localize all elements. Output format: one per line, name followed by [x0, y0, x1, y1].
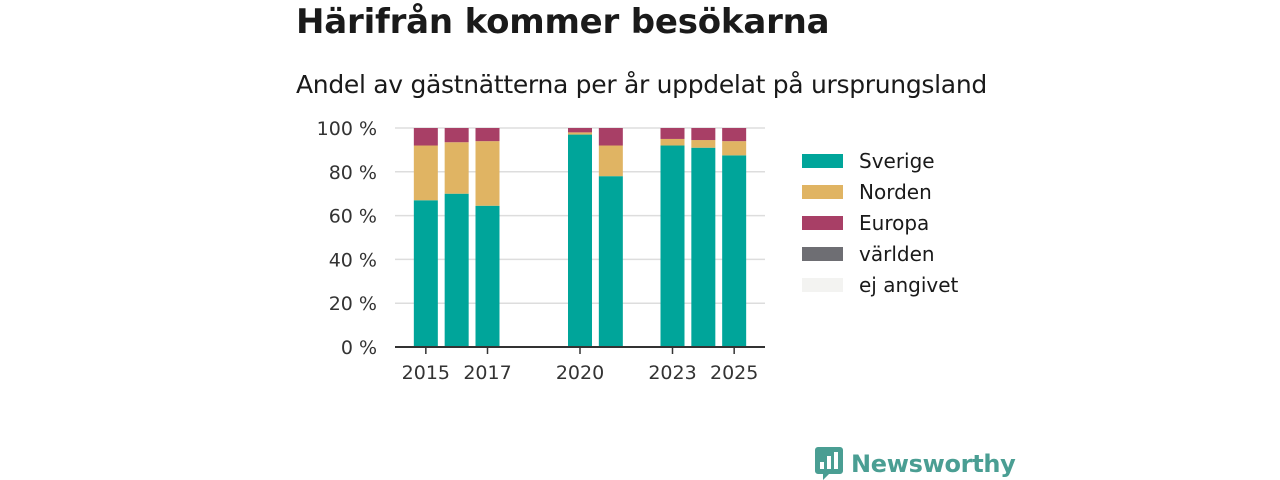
legend-label: ej angivet: [859, 272, 959, 297]
bar-segment: [568, 128, 592, 133]
legend-label: Norden: [859, 179, 932, 204]
bar-segment: [413, 128, 438, 146]
x-tick-label: 2015: [402, 362, 450, 384]
axes: 0 % 20 % 40 % 60 % 80 % 100 % 2015 2017 2020 2023…: [317, 118, 765, 384]
bar-segment: [691, 140, 716, 148]
y-tick-label: 80 %: [329, 162, 377, 184]
legend-swatch: [802, 153, 843, 168]
bar-segment: [568, 132, 592, 135]
bar-segment: [722, 128, 747, 142]
bar-segment: [568, 134, 592, 347]
legend-item: Sverige: [802, 145, 958, 176]
bar-segment: [475, 141, 500, 206]
chart-subtitle: Andel av gästnätterna per år uppdelat på…: [296, 70, 987, 99]
bar-segment: [598, 128, 623, 146]
y-tick-label: 40 %: [329, 249, 377, 271]
bar-segment: [475, 205, 500, 347]
y-tick-label: 20 %: [329, 293, 377, 315]
legend-label: Europa: [859, 210, 930, 235]
legend-swatch: [802, 215, 843, 230]
bars: [413, 128, 747, 347]
x-tick-label: 2017: [463, 362, 511, 384]
bar-segment: [598, 145, 623, 177]
legend-swatch: [802, 277, 843, 292]
newsworthy-logo-icon: [815, 447, 843, 480]
legend-item: Norden: [802, 176, 958, 207]
x-tick-label: 2025: [710, 362, 758, 384]
y-tick-label: 60 %: [329, 206, 377, 228]
bar-segment: [722, 155, 747, 347]
bar-segment: [444, 142, 469, 194]
bar-segment: [691, 128, 716, 141]
x-tick-label: 2023: [648, 362, 696, 384]
brand: Newsworthy: [815, 447, 1016, 480]
legend-label: världen: [859, 241, 935, 266]
legend-item: ej angivet: [802, 269, 958, 300]
bar-segment: [722, 141, 747, 156]
legend-item: världen: [802, 238, 958, 269]
bar-segment: [475, 128, 500, 142]
y-tick-label: 100 %: [317, 118, 377, 140]
bar-segment: [444, 128, 469, 143]
bar-segment: [691, 147, 716, 347]
legend-swatch: [802, 184, 843, 199]
legend-swatch: [802, 246, 843, 261]
bar-segment: [413, 145, 438, 201]
x-tick-label: 2020: [556, 362, 604, 384]
legend-item: Europa: [802, 207, 958, 238]
bar-segment: [598, 176, 623, 347]
bar-segment: [660, 138, 685, 146]
bar-segment: [660, 145, 685, 347]
bar-segment: [444, 193, 469, 347]
bar-segment: [413, 200, 438, 347]
chart-title: Härifrån kommer besökarna: [296, 2, 830, 42]
legend: Sverige Norden Europa världen ej angivet: [802, 145, 958, 300]
bar-segment: [660, 128, 685, 139]
legend-label: Sverige: [859, 148, 935, 173]
brand-name: Newsworthy: [851, 449, 1016, 478]
y-tick-label: 0 %: [341, 337, 377, 359]
